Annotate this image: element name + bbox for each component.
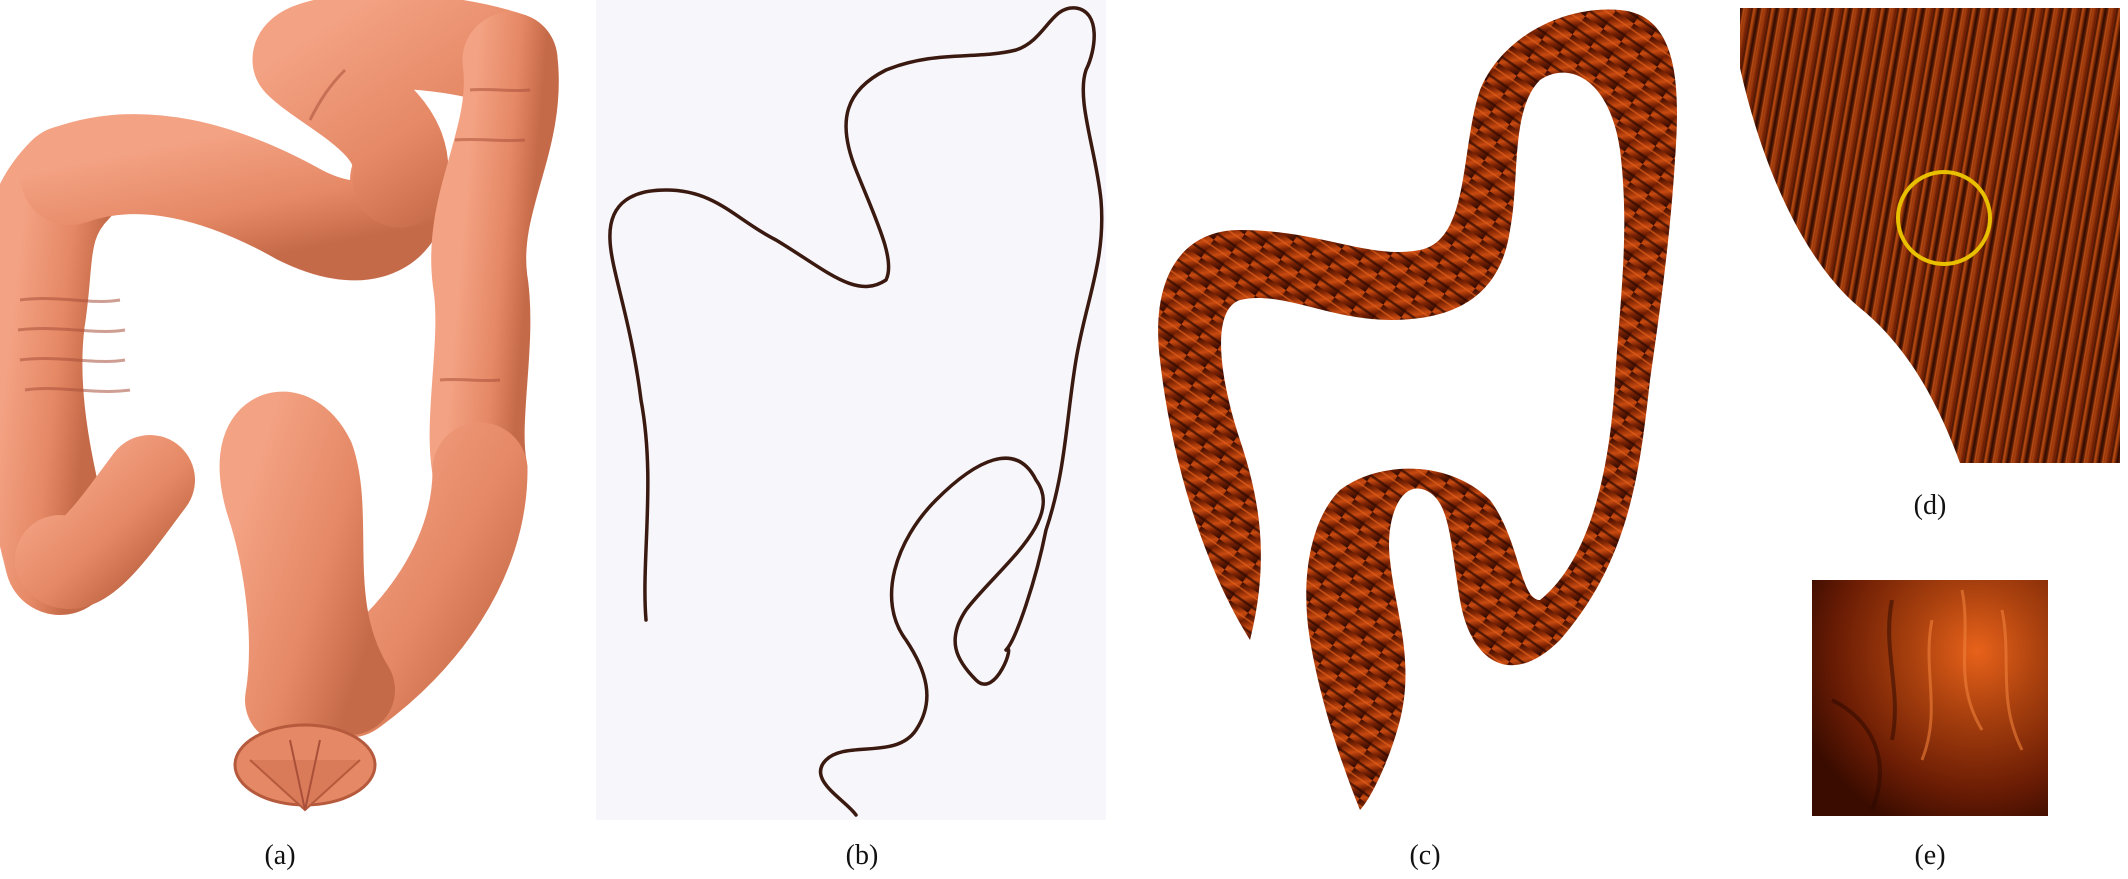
- zoom-texture: [1740, 8, 2120, 463]
- zoom-colon-shape: [1740, 8, 2120, 463]
- highlight-circle: [1896, 170, 1992, 266]
- centerline-curve: [608, 6, 1104, 817]
- centerline-plot: [596, 0, 1106, 820]
- panel-a-colon-model: [0, 0, 560, 820]
- rectum-cone: [233, 723, 377, 812]
- texture-render: [1158, 9, 1677, 810]
- caption-d: (d): [1913, 490, 1947, 521]
- colon-3d-render: [0, 0, 559, 812]
- caption-b: (b): [845, 840, 879, 871]
- panel-e-magnified-detail: [1812, 580, 2048, 816]
- panel-d-zoom-region: [1740, 8, 2120, 468]
- detail-texture: [1812, 580, 2048, 816]
- caption-e: (e): [1914, 840, 1946, 871]
- caption-a: (a): [264, 840, 296, 871]
- caption-c: (c): [1409, 840, 1441, 871]
- flattened-colon-shape: [1158, 9, 1677, 810]
- panel-c-flattened-texture: [1140, 0, 1700, 820]
- panel-b-centerline: [596, 0, 1106, 820]
